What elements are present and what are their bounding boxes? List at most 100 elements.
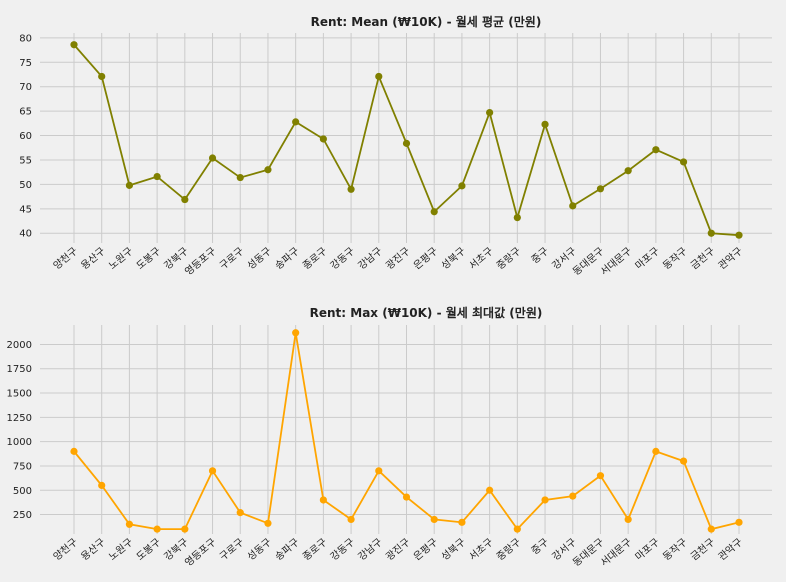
x-tick-label: 서대문구 [598,536,634,569]
x-tick-label: 금천구 [688,245,717,272]
x-tick-label: 중랑구 [494,536,523,563]
data-point [679,457,688,465]
x-tick-label: 광진구 [384,245,413,272]
data-point [208,154,217,162]
data-point [319,496,327,504]
x-tick-label: 종로구 [300,536,329,563]
data-point [735,518,743,526]
y-tick-label: 50 [19,180,32,191]
x-tick-label: 중랑구 [494,245,523,272]
data-point [98,72,106,81]
data-point [707,229,715,237]
y-tick-label: 1250 [7,413,32,424]
y-tick-label: 1000 [7,437,32,448]
data-point [624,167,632,175]
data-point [375,467,383,475]
data-point [208,467,217,475]
x-tick-label: 중구 [529,245,551,266]
data-point [153,172,161,181]
data-point [652,447,660,455]
x-tick-label: 관악구 [716,245,745,272]
x-tick-label: 양천구 [51,536,80,563]
data-point [264,166,272,174]
data-point [596,472,605,480]
y-tick-label: 80 [19,33,32,44]
data-point [292,329,300,337]
mean-rent-chart: Rent: Mean (₩10K) - 월세 평균 (만원) 40 45 50 55 60… [19,14,772,278]
x-tick-label: 강남구 [356,536,385,563]
chart-title: Rent: Max (₩10K) - 월세 최대값 (만원) [310,305,543,320]
x-tick-label: 노원구 [106,536,135,563]
x-tick-label: 관악구 [716,536,745,563]
x-tick-label: 강남구 [356,245,385,272]
x-tick-label: 서대문구 [598,245,634,278]
x-tick-label: 성북구 [439,536,468,563]
data-point [541,496,549,504]
data-point [569,492,577,500]
y-tick-label: 1500 [7,389,32,400]
y-tick-label: 45 [19,204,32,215]
data-point [236,173,244,182]
chart-title: Rent: Mean (₩10K) - 월세 평균 (만원) [311,14,542,29]
data-point [292,118,300,126]
x-tick-label: 은평구 [411,245,440,272]
data-point [652,146,660,154]
data-point [430,208,438,216]
x-tick-label: 도봉구 [134,245,163,272]
data-point [236,509,244,517]
x-tick-label: 성동구 [245,245,274,272]
data-point [319,135,327,143]
x-tick-label: 마포구 [633,245,662,272]
x-tick-label: 성동구 [245,536,274,563]
data-point [375,72,383,81]
y-tick-label: 40 [19,229,32,240]
data-point [458,518,466,526]
x-tick-label: 송파구 [273,536,302,563]
data-point [70,41,78,49]
max-rent-chart: Rent: Max (₩10K) - 월세 최대값 (만원) 250 500 750 1… [7,305,772,569]
data-point [125,520,134,528]
x-tick-label: 양천구 [51,245,80,272]
x-tick-label: 강동구 [328,536,357,563]
y-tick-label: 55 [19,155,32,166]
y-tick-label: 60 [19,131,32,142]
data-point [513,214,521,222]
data-point [486,486,494,494]
y-tick-label: 75 [19,58,32,69]
data-point [402,493,411,501]
x-tick-label: 구로구 [218,246,246,272]
y-tick-label: 250 [13,510,32,521]
x-tick-label: 용산구 [79,245,108,272]
data-point [125,181,134,189]
data-point [153,525,161,533]
data-point [679,158,688,166]
data-point [430,515,438,524]
x-tick-label: 영등포구 [183,245,219,278]
data-point [541,120,549,128]
y-tick-label: 70 [19,82,32,93]
data-point [596,185,605,193]
x-tick-label: 노원구 [106,245,135,272]
x-tick-label: 영등포구 [183,536,219,569]
x-tick-label: 성북구 [439,245,468,272]
data-point [181,195,189,204]
x-tick-label: 중구 [529,536,551,557]
x-tick-label: 송파구 [273,245,302,272]
data-point [347,515,355,524]
y-tick-label: 750 [13,461,32,472]
data-point [264,519,272,527]
y-tick-label: 2000 [7,340,32,351]
x-tick-label: 금천구 [688,536,717,563]
x-tick-label: 마포구 [633,536,662,563]
x-tick-label: 용산구 [79,536,108,563]
data-point [402,139,411,147]
data-point [486,109,494,117]
x-tick-label: 서초구 [467,536,496,563]
x-tick-label: 은평구 [411,536,440,563]
x-tick-label: 동작구 [661,536,690,563]
x-tick-label: 종로구 [300,245,329,272]
data-point [181,525,189,533]
data-point [458,182,466,190]
data-point [347,185,355,193]
